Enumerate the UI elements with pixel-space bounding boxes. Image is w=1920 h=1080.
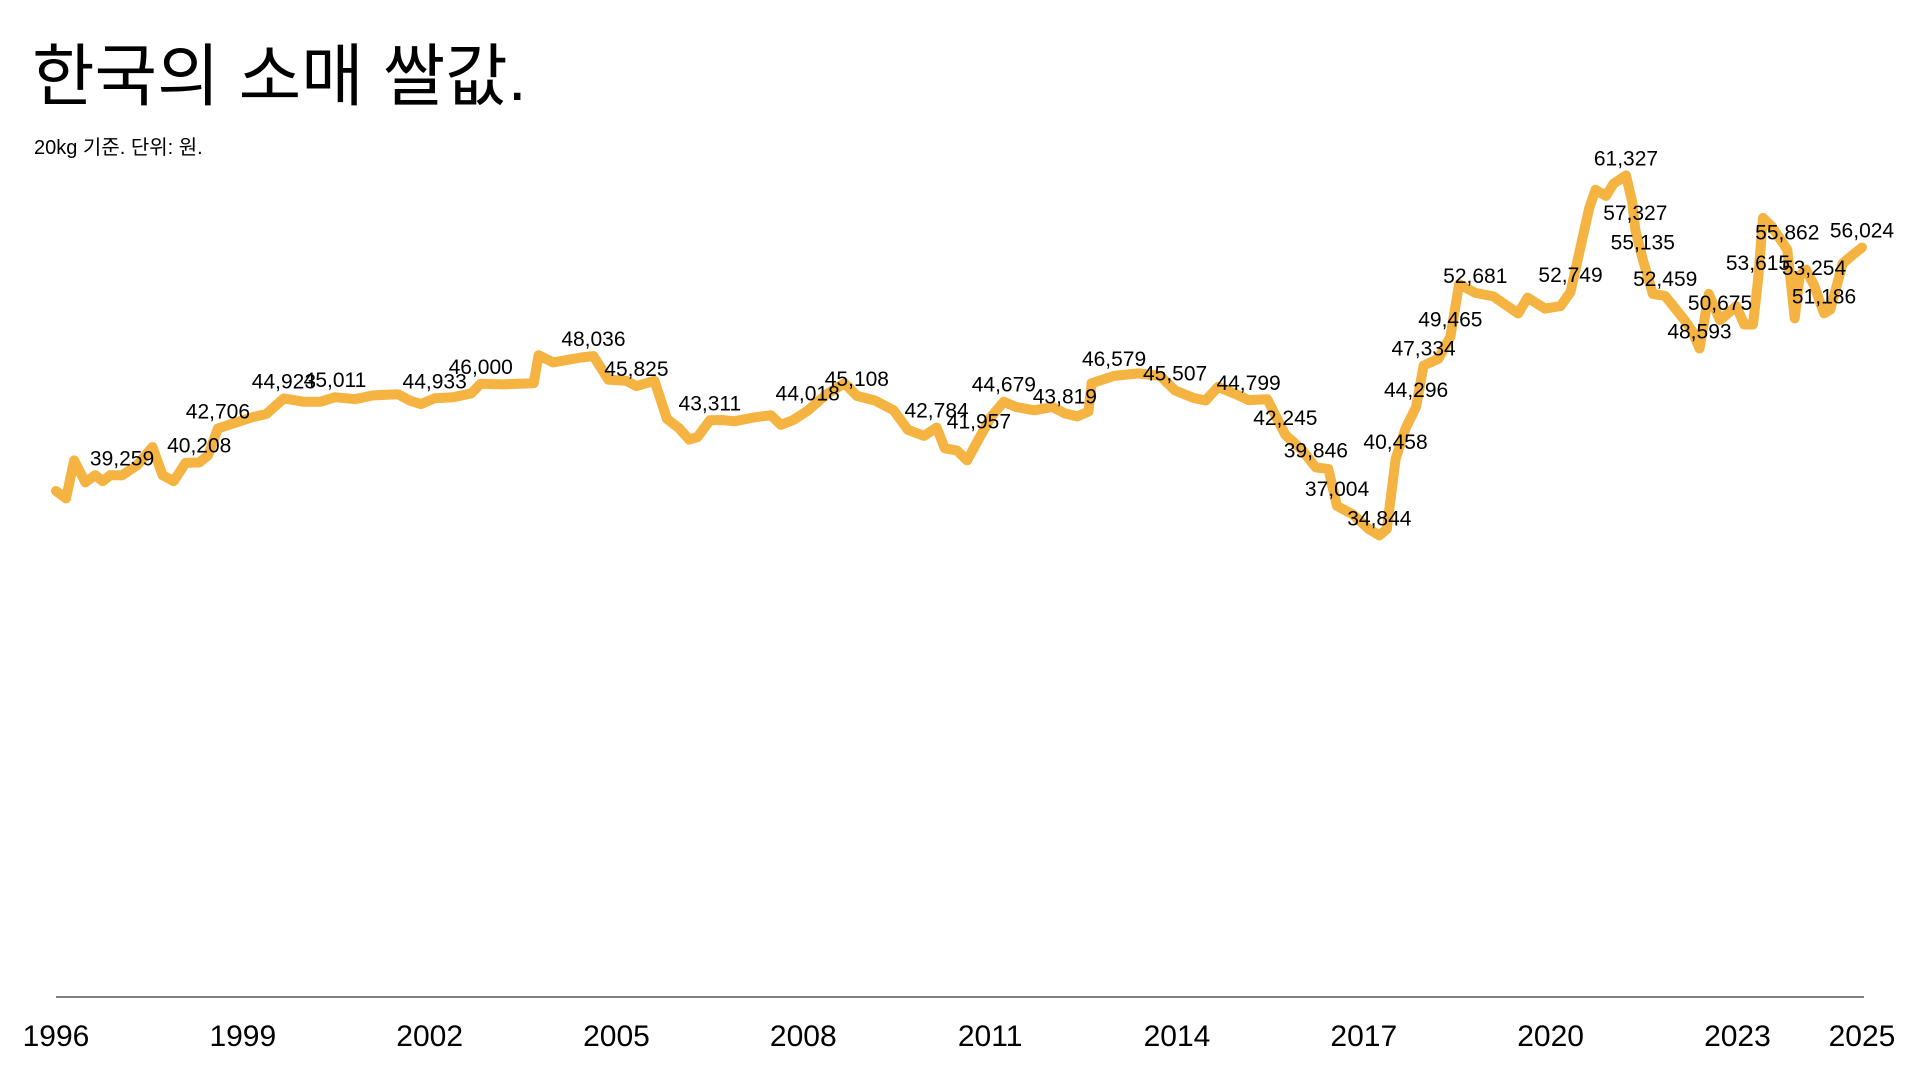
data-label: 47,334	[1391, 338, 1456, 361]
chart-title: 한국의 소매 쌀값.	[32, 39, 527, 115]
data-label: 49,465	[1418, 309, 1482, 332]
data-label: 56,024	[1830, 220, 1895, 243]
data-label: 46,000	[449, 356, 513, 379]
x-tick-label: 2002	[396, 1020, 463, 1053]
x-tick-label: 2011	[958, 1020, 1023, 1053]
data-label: 40,208	[167, 434, 231, 457]
data-label: 52,681	[1443, 265, 1507, 288]
data-label: 44,923	[252, 370, 316, 393]
price-line	[51, 170, 1867, 541]
data-label: 53,615	[1726, 252, 1790, 275]
data-label: 52,749	[1538, 264, 1602, 287]
x-tick-label: 2008	[770, 1020, 837, 1053]
data-label: 57,327	[1603, 202, 1667, 225]
x-tick-label: 1996	[23, 1020, 90, 1053]
data-label: 44,679	[972, 374, 1036, 397]
data-label: 45,011	[304, 369, 367, 392]
chart-subtitle: 20kg 기준. 단위: 원.	[34, 136, 203, 159]
data-label: 43,311	[679, 392, 742, 415]
data-label: 55,135	[1611, 232, 1675, 255]
data-label: 44,799	[1216, 372, 1280, 395]
data-label: 44,018	[776, 383, 840, 406]
data-label: 48,036	[561, 328, 625, 351]
data-label: 51,186	[1792, 285, 1856, 308]
data-label: 34,844	[1347, 507, 1412, 530]
data-label: 43,819	[1033, 385, 1097, 408]
data-label: 37,004	[1305, 478, 1370, 501]
data-label: 42,706	[186, 401, 250, 424]
x-tick-label: 2005	[583, 1020, 650, 1053]
data-label: 42,245	[1253, 407, 1317, 430]
data-label: 39,846	[1284, 439, 1348, 462]
x-tick-label: 2023	[1704, 1020, 1771, 1053]
data-label: 45,825	[604, 358, 668, 381]
data-label: 48,593	[1667, 321, 1731, 344]
data-label: 53,254	[1782, 257, 1847, 280]
data-label: 44,296	[1384, 379, 1448, 402]
data-label: 55,862	[1755, 222, 1819, 245]
x-tick-label: 2017	[1330, 1020, 1397, 1053]
x-tick-label: 1999	[209, 1020, 276, 1053]
x-tick-label: 2020	[1517, 1020, 1584, 1053]
data-label: 50,675	[1688, 292, 1752, 315]
x-tick-label: 2025	[1829, 1020, 1896, 1053]
data-label: 39,259	[90, 447, 154, 470]
data-label: 44,933	[403, 370, 467, 393]
data-label: 41,957	[947, 411, 1011, 434]
data-label: 42,784	[904, 399, 969, 422]
x-tick-label: 2014	[1144, 1020, 1211, 1053]
data-label: 61,327	[1594, 147, 1658, 170]
data-label: 52,459	[1633, 268, 1697, 291]
data-label: 45,507	[1143, 362, 1207, 385]
data-label: 46,579	[1082, 348, 1146, 371]
data-label: 40,458	[1363, 431, 1427, 454]
data-label: 45,108	[825, 368, 889, 391]
